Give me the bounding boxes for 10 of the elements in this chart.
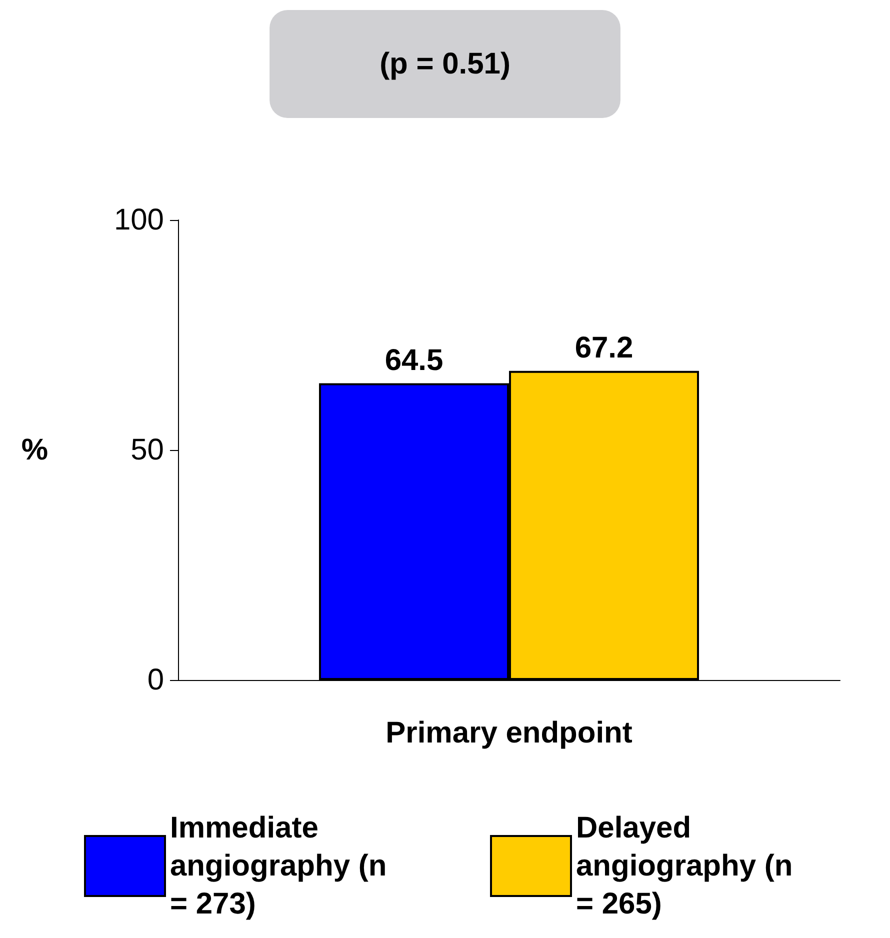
legend-label: Immediate angiography (n = 273) (170, 812, 395, 920)
y-tick-label: 50 (130, 434, 164, 466)
chart-title: (p = 0.51) (380, 48, 510, 80)
data-label: 67.2 (574, 331, 634, 364)
y-tick-label: 100 (114, 204, 164, 236)
data-label: 64.5 (384, 344, 444, 377)
y-tick-label: 0 (147, 664, 164, 696)
legend-label: Delayed angiography (n = 265) (576, 812, 801, 920)
y-axis-title: % (21, 434, 48, 466)
x-tick-label: Primary endpoint (386, 716, 632, 750)
